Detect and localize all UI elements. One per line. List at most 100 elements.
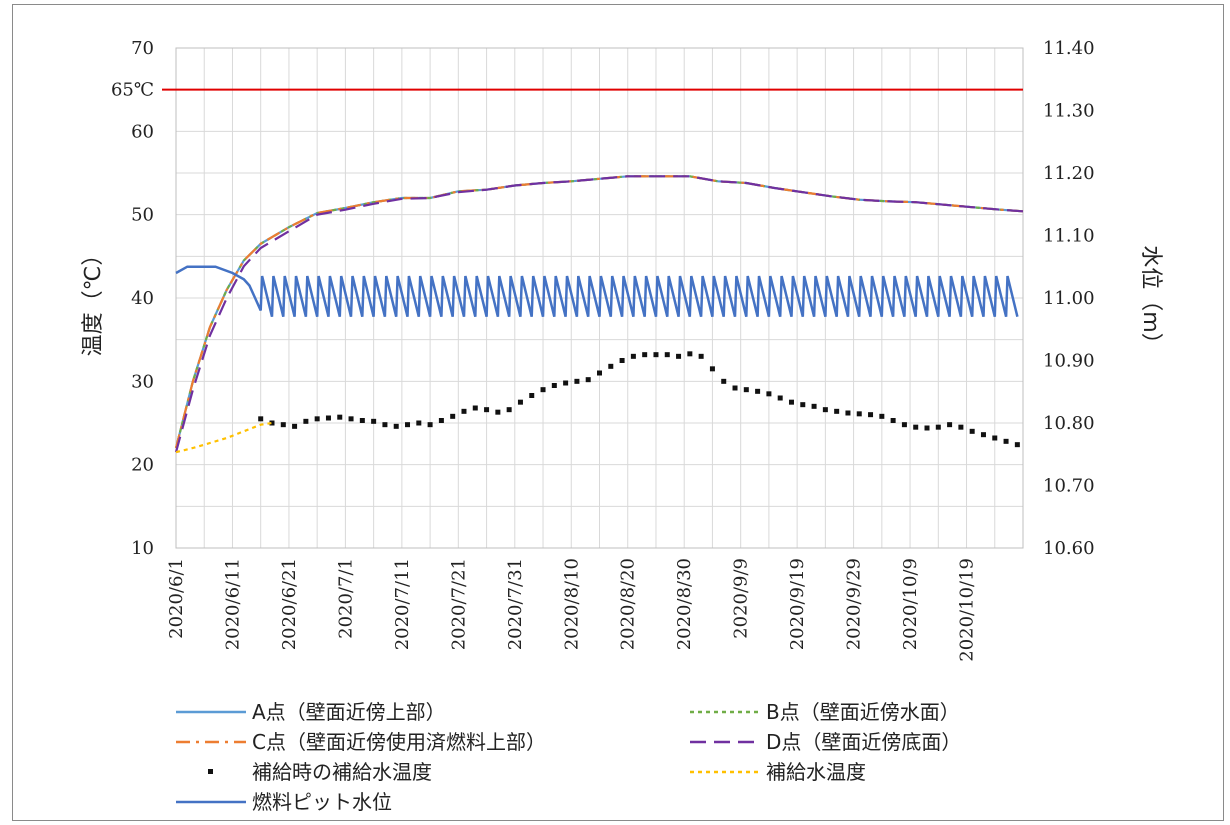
- makeup-water-temp-marker: [935, 424, 941, 430]
- makeup-water-temp-marker: [585, 377, 591, 383]
- makeup-water-temp-marker: [416, 420, 422, 426]
- makeup-water-temp-marker: [427, 422, 433, 428]
- y-right-tick-label: 10.80: [1043, 413, 1095, 434]
- makeup-water-temp-marker: [608, 363, 614, 369]
- x-tick-label: 2020/9/29: [844, 558, 865, 650]
- makeup-water-temp-marker: [393, 423, 399, 429]
- makeup-water-temp-marker: [642, 352, 648, 358]
- y-left-axis-title: 温度（℃）: [81, 244, 106, 357]
- x-tick-label: 2020/6/21: [279, 558, 300, 650]
- makeup-water-temp-marker: [495, 409, 501, 415]
- makeup-water-temp-marker: [822, 407, 828, 413]
- y-right-tick-label: 10.60: [1043, 538, 1095, 559]
- makeup-water-temp-marker: [484, 407, 490, 413]
- legend-item: B点（壁面近傍水面）: [690, 700, 960, 724]
- legend-label: A点（壁面近傍上部）: [252, 700, 446, 724]
- makeup-water-temp-marker: [811, 403, 817, 409]
- makeup-water-temp-marker: [597, 370, 602, 376]
- y-right-tick-label: 11.00: [1043, 288, 1095, 309]
- x-tick-label: 2020/10/19: [957, 558, 978, 662]
- makeup-water-temp-marker: [1014, 442, 1020, 448]
- makeup-water-temp-marker: [676, 353, 682, 359]
- series-group: [174, 175, 1024, 454]
- makeup-water-temp-marker: [529, 393, 535, 398]
- makeup-water-temp-marker: [879, 413, 885, 419]
- axes: 70 60 50 40 30 20 10 11.40 11.30 11.20 11.10 11.00 1…: [131, 38, 1094, 662]
- makeup-water-temp-marker: [924, 425, 930, 431]
- x-tick-label: 2020/6/1: [166, 558, 187, 639]
- legend-label: B点（壁面近傍水面）: [766, 700, 960, 724]
- makeup-water-temp-marker: [788, 399, 794, 405]
- makeup-water-temp-marker: [563, 380, 569, 386]
- legend-item: A点（壁面近傍上部）: [176, 700, 446, 724]
- series-line-3: [174, 175, 1024, 453]
- series-line-6: [175, 265, 1019, 317]
- makeup-water-temp-marker: [845, 410, 851, 416]
- makeup-water-temp-marker: [472, 405, 478, 411]
- legend-item: C点（壁面近傍使用済燃料上部）: [176, 730, 546, 754]
- makeup-water-temp-marker: [800, 402, 806, 408]
- makeup-water-temp-marker: [868, 412, 874, 418]
- makeup-water-temp-marker: [992, 435, 998, 441]
- y-right-tick-label: 11.20: [1043, 163, 1095, 184]
- y-left-tick-label: 50: [131, 205, 154, 226]
- makeup-water-temp-marker: [371, 418, 377, 424]
- y-right-tick-label: 10.90: [1043, 351, 1095, 372]
- x-tick-label: 2020/8/30: [674, 558, 695, 650]
- legend-item: D点（壁面近傍底面）: [690, 730, 961, 754]
- y-right-tick-label: 10.70: [1043, 476, 1095, 497]
- y-right-tick-label: 11.40: [1043, 38, 1095, 59]
- legend-label: 補給水温度: [766, 760, 866, 784]
- x-tick-label: 2020/8/20: [618, 558, 639, 650]
- makeup-water-temp-marker: [303, 418, 309, 424]
- makeup-water-temp-marker: [382, 422, 388, 428]
- x-tick-label: 2020/9/9: [731, 558, 752, 639]
- x-tick-label: 2020/7/11: [392, 558, 413, 650]
- plot-area-border: [175, 47, 1024, 549]
- makeup-water-temp-marker: [664, 352, 670, 358]
- makeup-water-temp-marker: [766, 391, 772, 397]
- makeup-water-temp-marker: [540, 387, 546, 393]
- y-left-tick-label: 40: [131, 288, 154, 309]
- makeup-water-temp-marker: [551, 383, 557, 388]
- legend-label: 燃料ピット水位: [252, 790, 392, 814]
- y-right-tick-label: 11.30: [1043, 101, 1095, 122]
- makeup-water-temp-marker: [980, 432, 986, 438]
- legend-label: C点（壁面近傍使用済燃料上部）: [252, 730, 546, 754]
- makeup-water-temp-marker: [359, 418, 365, 423]
- makeup-water-temp-marker: [958, 424, 964, 430]
- makeup-water-temp-marker: [901, 422, 907, 428]
- legend-item: 燃料ピット水位: [176, 790, 392, 814]
- makeup-water-temp-marker: [405, 422, 411, 428]
- x-tick-label: 2020/10/9: [900, 558, 921, 650]
- y-left-tick-label: 70: [131, 38, 154, 59]
- x-tick-label: 2020/7/31: [505, 558, 526, 650]
- makeup-water-temp-marker: [325, 415, 331, 421]
- makeup-water-temp-marker: [755, 388, 761, 394]
- legend-label: D点（壁面近傍底面）: [766, 730, 961, 754]
- makeup-water-temp-marker: [461, 408, 467, 414]
- y-left-tick-label: 10: [131, 538, 154, 559]
- x-tick-label: 2020/7/1: [335, 558, 356, 639]
- makeup-water-temp-marker: [337, 414, 343, 420]
- makeup-water-temp-marker: [698, 353, 704, 359]
- makeup-water-temp-marker: [269, 420, 275, 426]
- makeup-water-temp-marker: [258, 416, 264, 422]
- x-tick-label: 2020/7/21: [448, 558, 469, 650]
- y-right-axis-title: 水位（m）: [1138, 245, 1163, 354]
- x-tick-label: 2020/8/10: [561, 558, 582, 650]
- x-tick-label: 2020/6/11: [222, 558, 243, 650]
- legend-label: 補給時の補給水温度: [252, 760, 432, 784]
- makeup-water-temp-marker: [574, 378, 580, 384]
- legend: A点（壁面近傍上部） B点（壁面近傍水面） C点（壁面近傍使用済燃料上部） D点（壁面…: [176, 700, 961, 814]
- makeup-water-temp-marker: [732, 385, 738, 391]
- makeup-water-temp-marker: [743, 387, 749, 393]
- y-right-tick-label: 11.10: [1043, 226, 1095, 247]
- makeup-water-temp-marker: [280, 422, 286, 428]
- makeup-water-temp-marker: [292, 423, 298, 429]
- makeup-water-temp-marker: [777, 395, 783, 401]
- legend-item: 補給時の補給水温度: [208, 760, 432, 784]
- makeup-water-temp-marker: [834, 408, 840, 414]
- legend-item: 補給水温度: [690, 760, 866, 784]
- makeup-water-temp-marker: [947, 422, 953, 428]
